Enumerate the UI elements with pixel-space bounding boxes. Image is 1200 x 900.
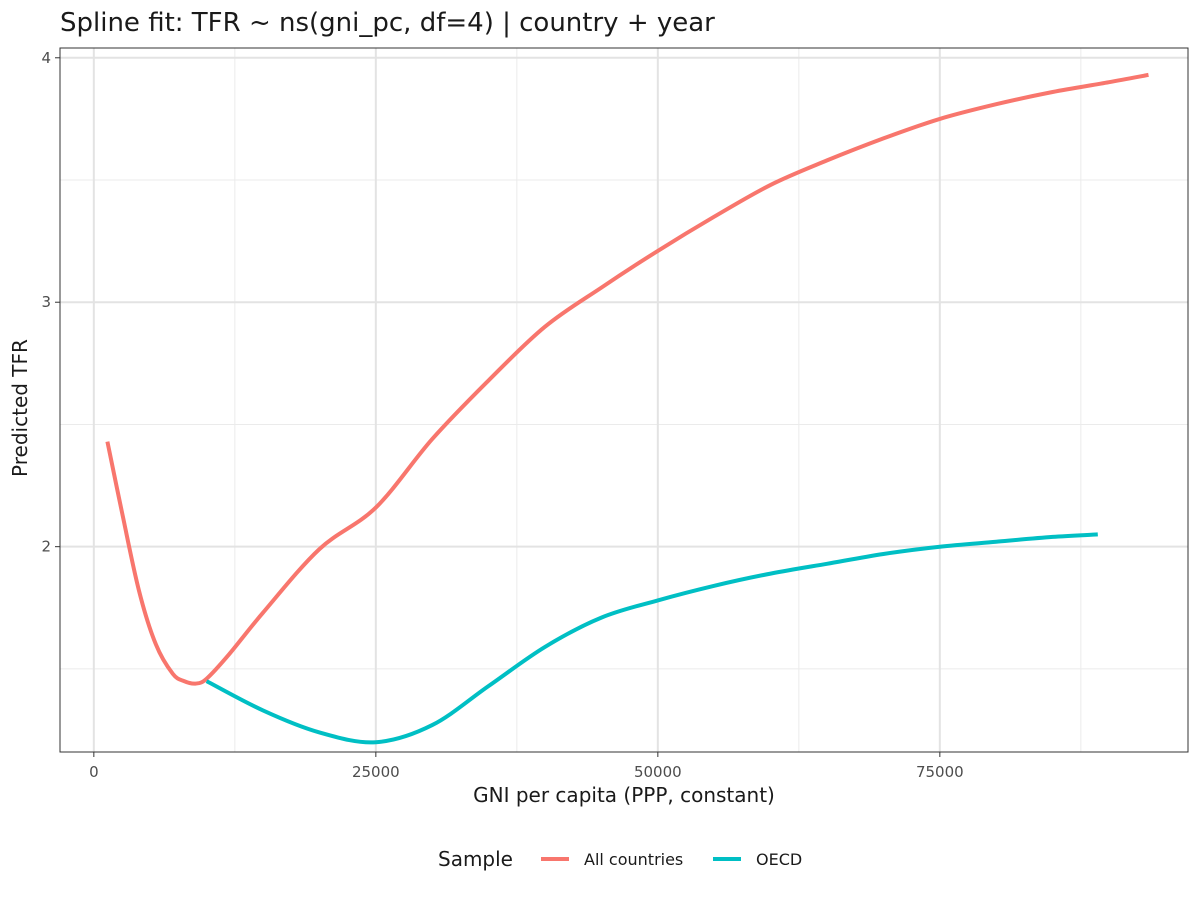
x-tick-label: 75000 [916, 763, 964, 781]
series-line-all-countries [105, 72, 1149, 686]
y-axis: 2 3 4 [41, 49, 60, 556]
plot-panel [59, 47, 1189, 753]
x-tick-label: 50000 [634, 763, 682, 781]
grid-major [60, 48, 1188, 752]
y-axis-title: Predicted TFR [8, 339, 32, 477]
legend-label-oecd: OECD [756, 850, 802, 869]
panel-background [60, 48, 1188, 752]
x-tick-label: 25000 [352, 763, 400, 781]
legend: Sample All countries OECD [438, 847, 802, 871]
grid-minor [60, 48, 1188, 752]
panel-border [59, 47, 1189, 753]
x-axis: 0 25000 50000 75000 [89, 752, 964, 781]
x-tick-label: 0 [89, 763, 99, 781]
y-tick-label: 4 [41, 49, 51, 67]
chart-title: Spline fit: TFR ~ ns(gni_pc, df=4) | cou… [60, 8, 715, 38]
legend-title: Sample [438, 847, 513, 871]
y-tick-label: 3 [41, 293, 51, 311]
x-axis-title: GNI per capita (PPP, constant) [473, 783, 775, 807]
series-line-oecd [205, 532, 1098, 745]
y-tick-label: 2 [41, 538, 51, 556]
series-lines [105, 72, 1149, 745]
legend-label-all-countries: All countries [584, 850, 683, 869]
